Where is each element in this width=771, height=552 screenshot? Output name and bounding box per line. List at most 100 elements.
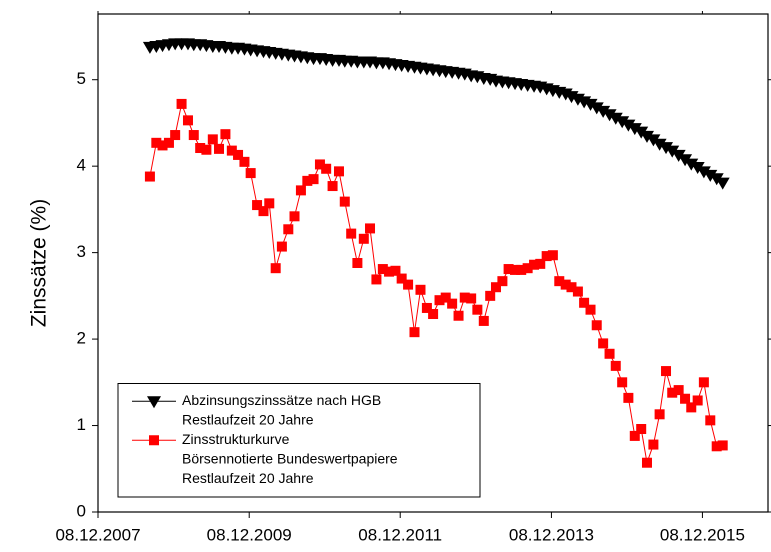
marker [327,181,338,192]
marker [690,162,705,175]
marker [610,360,621,371]
marker [535,258,546,269]
marker [522,263,533,274]
marker [321,163,332,174]
y-tick-label: 3 [77,242,86,261]
marker [170,130,181,141]
marker [703,169,718,182]
marker [144,171,155,182]
marker [671,149,686,162]
marker [554,276,565,287]
marker [604,348,615,359]
marker [453,310,464,321]
marker [201,144,212,155]
marker [459,292,470,303]
marker [220,129,231,140]
marker [717,440,728,451]
marker [147,396,161,409]
marker [585,304,596,315]
marker [333,166,344,177]
y-axis-label: Zinssätze (%) [28,199,51,327]
marker [497,276,508,287]
x-tick-label: 08.12.2009 [207,525,292,544]
marker [283,224,294,235]
x-tick-label: 08.12.2015 [660,525,745,544]
marker [346,228,357,239]
legend-label: Restlaufzeit 20 Jahre [182,470,314,486]
marker [541,251,552,262]
marker [182,115,193,126]
marker [686,402,697,413]
marker [195,143,206,154]
y-tick-label: 4 [77,156,86,175]
marker [440,292,451,303]
marker [654,409,665,420]
marker [659,142,674,155]
marker [583,98,598,111]
marker [472,304,483,315]
marker [377,264,388,275]
y-tick-label: 0 [77,501,86,520]
series-line [149,42,723,183]
marker [428,309,439,320]
x-tick-label: 08.12.2007 [55,525,140,544]
marker [547,250,558,261]
plot-frame [97,13,769,513]
marker [602,109,617,122]
marker [490,282,501,293]
marker [680,393,691,404]
marker [434,295,445,306]
marker [403,279,414,290]
marker [421,302,432,313]
marker [617,377,628,388]
legend-label: Zinsstrukturkurve [182,431,290,447]
marker [678,154,693,167]
marker [207,134,218,145]
y-tick-label: 1 [77,415,86,434]
marker [673,385,684,396]
marker [711,441,722,452]
marker [352,258,363,268]
marker [652,138,667,151]
marker [589,102,604,115]
marker [466,293,477,304]
marker [598,338,609,349]
marker [447,298,458,309]
marker [623,392,634,403]
legend-label: Abzinsungszinssätze nach HGB [182,392,381,408]
marker [163,137,174,148]
marker [572,286,583,297]
marker [510,264,521,275]
marker [151,137,162,148]
marker [302,175,313,186]
marker [176,98,187,109]
marker [233,149,244,160]
marker [684,158,699,171]
marker [705,415,716,426]
marker [264,198,275,209]
marker [258,206,269,217]
marker [415,284,426,295]
marker [314,159,325,170]
x-tick-label: 08.12.2011 [358,525,442,544]
marker [358,233,369,244]
marker [252,200,263,211]
marker [692,395,703,406]
marker [276,241,287,252]
marker [149,435,159,446]
marker [698,377,709,388]
marker [478,315,489,326]
marker [308,174,319,185]
marker [665,145,680,158]
marker [596,105,611,118]
marker [384,266,395,277]
marker [390,265,401,276]
marker [157,140,168,151]
marker [295,185,306,196]
marker [371,274,382,285]
marker [409,327,420,338]
marker [214,143,225,154]
marker [188,130,199,141]
marker [239,156,250,167]
